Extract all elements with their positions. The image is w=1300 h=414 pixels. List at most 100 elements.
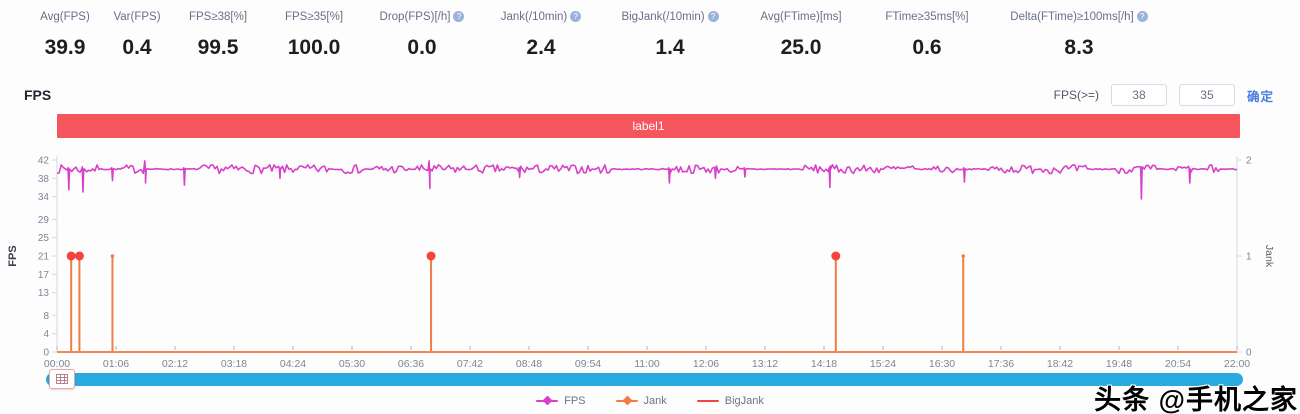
diamond-icon bbox=[542, 395, 553, 406]
svg-text:00:00: 00:00 bbox=[44, 358, 70, 370]
svg-text:17: 17 bbox=[38, 270, 50, 281]
metric-label-text: BigJank(/10min) bbox=[621, 11, 705, 23]
svg-text:FPS: FPS bbox=[7, 245, 19, 266]
metric-value: 2.4 bbox=[526, 36, 556, 59]
metric-label: Avg(FPS) bbox=[40, 11, 90, 23]
svg-text:29: 29 bbox=[38, 215, 50, 226]
svg-text:07:42: 07:42 bbox=[457, 358, 483, 370]
metric-value: 100.0 bbox=[287, 36, 341, 59]
threshold-label: FPS(>=) bbox=[1053, 88, 1099, 102]
legend-item-jank[interactable]: Jank bbox=[615, 395, 667, 407]
svg-text:34: 34 bbox=[38, 192, 50, 203]
chart-section-header: FPS FPS(>=) 确定 bbox=[24, 84, 1274, 106]
scene-label-text: label1 bbox=[632, 119, 665, 133]
metric-label-text: Drop(FPS)[/h] bbox=[379, 11, 451, 23]
threshold-input-2[interactable] bbox=[1178, 84, 1235, 106]
svg-text:20:54: 20:54 bbox=[1165, 358, 1191, 370]
svg-text:12:06: 12:06 bbox=[693, 358, 719, 370]
diamond-icon bbox=[622, 395, 632, 406]
svg-text:1: 1 bbox=[1246, 252, 1252, 263]
metric-label: Drop(FPS)[/h]? bbox=[368, 6, 476, 28]
bigjank-line-marker-icon bbox=[696, 400, 719, 402]
svg-text:05:30: 05:30 bbox=[339, 358, 365, 370]
metric-ftime-ge: FTime≥35ms[%] 0.6 bbox=[864, 6, 990, 60]
metric-avg-fps: Avg(FPS) 39.9 bbox=[28, 6, 102, 60]
svg-text:15:24: 15:24 bbox=[870, 358, 896, 370]
metric-label: Delta(FTime)≥100ms[/h]? bbox=[994, 6, 1164, 28]
metric-value: 39.9 bbox=[44, 36, 86, 59]
legend-item-fps[interactable]: FPS bbox=[536, 395, 586, 407]
svg-text:0: 0 bbox=[43, 348, 49, 359]
svg-text:16:30: 16:30 bbox=[929, 358, 955, 370]
metric-fps-ge-35: FPS≥35[%] 100.0 bbox=[264, 6, 364, 60]
fps-line-marker-icon bbox=[536, 395, 559, 406]
svg-text:22:00: 22:00 bbox=[1224, 358, 1250, 370]
metric-var-fps: Var(FPS) 0.4 bbox=[102, 6, 172, 60]
grid-icon bbox=[56, 374, 68, 384]
svg-text:13:12: 13:12 bbox=[752, 358, 778, 370]
svg-text:01:06: 01:06 bbox=[103, 358, 129, 370]
legend-label: Jank bbox=[643, 395, 667, 407]
legend-item-bigjank[interactable]: BigJank bbox=[696, 395, 764, 407]
svg-text:2: 2 bbox=[1246, 156, 1252, 167]
metric-drop-fps: Drop(FPS)[/h]? 0.0 bbox=[364, 6, 480, 60]
metric-delta-ftime: Delta(FTime)≥100ms[/h]? 8.3 bbox=[990, 6, 1168, 60]
svg-text:42: 42 bbox=[38, 156, 50, 167]
section-title-fps: FPS bbox=[24, 87, 52, 103]
svg-text:17:36: 17:36 bbox=[988, 358, 1014, 370]
svg-text:11:00: 11:00 bbox=[634, 358, 660, 370]
svg-text:21: 21 bbox=[38, 252, 50, 263]
scene-label-banner[interactable]: label1 bbox=[57, 114, 1240, 138]
svg-text:08:48: 08:48 bbox=[516, 358, 542, 370]
jank-line-marker-icon bbox=[615, 395, 638, 406]
metric-value: 1.4 bbox=[655, 36, 685, 59]
scrollbar-handle[interactable] bbox=[49, 369, 75, 389]
metric-label: Jank(/10min)? bbox=[484, 6, 598, 28]
metric-avg-ftime: Avg(FTime)[ms] 25.0 bbox=[738, 6, 864, 60]
confirm-button[interactable]: 确定 bbox=[1247, 86, 1274, 105]
svg-text:13: 13 bbox=[38, 288, 50, 299]
metric-label: Var(FPS) bbox=[113, 11, 161, 23]
metric-label-text: Delta(FTime)≥100ms[/h] bbox=[1010, 11, 1134, 23]
svg-text:02:12: 02:12 bbox=[162, 358, 188, 370]
watermark-text: 头条 @手机之家 bbox=[1094, 385, 1298, 414]
info-icon[interactable]: ? bbox=[453, 11, 465, 22]
info-icon[interactable]: ? bbox=[570, 11, 582, 22]
metric-fps-ge-38: FPS≥38[%] 99.5 bbox=[172, 6, 264, 60]
metric-value: 0.0 bbox=[407, 36, 437, 59]
info-icon[interactable]: ? bbox=[707, 11, 719, 22]
timeline-scrollbar[interactable] bbox=[46, 373, 1243, 386]
svg-text:06:36: 06:36 bbox=[398, 358, 424, 370]
svg-text:4: 4 bbox=[43, 329, 49, 340]
svg-text:0: 0 bbox=[1246, 348, 1252, 359]
legend-label: BigJank bbox=[724, 395, 764, 407]
svg-text:19:48: 19:48 bbox=[1106, 358, 1132, 370]
metric-value: 8.3 bbox=[1064, 36, 1094, 59]
svg-text:14:18: 14:18 bbox=[811, 358, 837, 370]
metric-value: 99.5 bbox=[197, 36, 239, 59]
threshold-input-1[interactable] bbox=[1110, 84, 1167, 106]
metric-value: 25.0 bbox=[780, 36, 822, 59]
metric-label-text: Jank(/10min) bbox=[500, 11, 568, 23]
metric-label: FTime≥35ms[%] bbox=[885, 11, 969, 23]
chart-legend: FPS Jank BigJank bbox=[0, 395, 1300, 407]
metric-jank: Jank(/10min)? 2.4 bbox=[480, 6, 602, 60]
metric-value: 0.4 bbox=[122, 36, 152, 59]
metric-label: Avg(FTime)[ms] bbox=[760, 11, 842, 23]
metrics-summary-row: Avg(FPS) 39.9 Var(FPS) 0.4 FPS≥38[%] 99.… bbox=[28, 6, 1168, 60]
svg-text:Jank: Jank bbox=[1263, 245, 1275, 268]
svg-text:38: 38 bbox=[38, 174, 50, 185]
svg-text:09:54: 09:54 bbox=[575, 358, 601, 370]
metric-bigjank: BigJank(/10min)? 1.4 bbox=[602, 6, 738, 60]
svg-text:25: 25 bbox=[38, 233, 50, 244]
info-icon[interactable]: ? bbox=[1136, 11, 1148, 22]
svg-text:04:24: 04:24 bbox=[280, 358, 306, 370]
metric-label: BigJank(/10min)? bbox=[606, 6, 734, 28]
metric-label: FPS≥38[%] bbox=[188, 11, 248, 23]
metric-label: FPS≥35[%] bbox=[284, 11, 344, 23]
svg-text:03:18: 03:18 bbox=[221, 358, 247, 370]
svg-text:18:42: 18:42 bbox=[1047, 358, 1073, 370]
legend-label: FPS bbox=[564, 395, 586, 407]
